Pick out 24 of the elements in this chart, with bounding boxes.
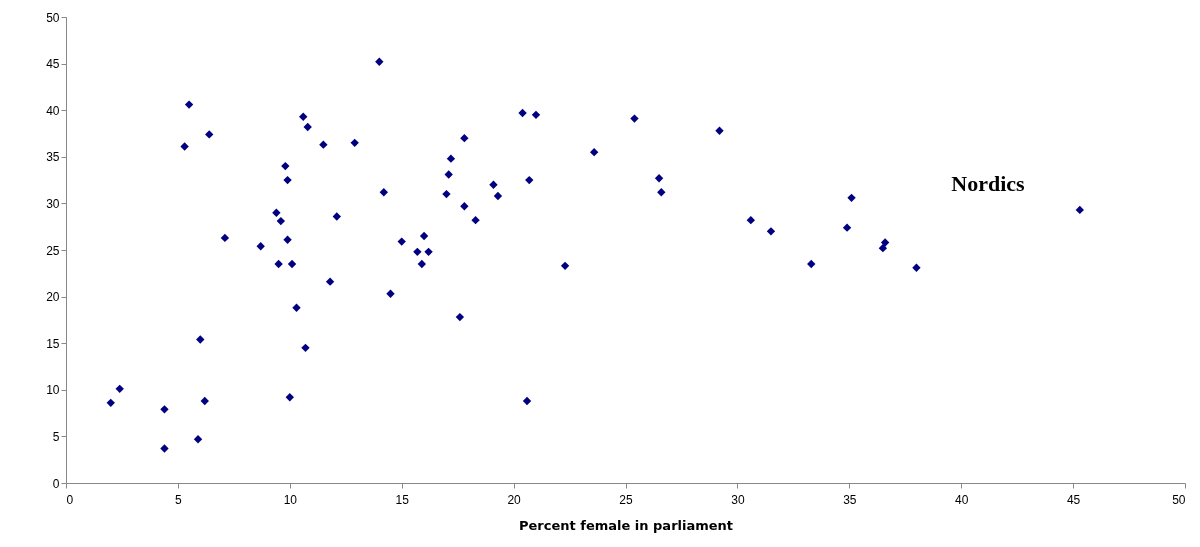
x-tick-label: 15 [395,492,410,507]
y-tick-label: 30 [46,196,60,211]
y-tick-label: 40 [46,103,60,118]
x-tick-label: 25 [619,492,633,507]
x-tick-label: 10 [283,492,298,507]
y-tick-label: 25 [46,243,60,258]
annotation: Nordics [951,171,1026,196]
x-tick-label: 0 [66,492,74,507]
x-tick-label: 5 [175,492,183,507]
x-tick-label: 45 [1066,492,1081,507]
y-tick-label: 15 [46,336,60,351]
y-tick-label: 5 [52,429,60,444]
x-tick-label: 40 [955,492,969,507]
x-tick-label: 50 [1172,492,1186,507]
y-tick-label: 35 [46,150,60,165]
y-tick-label: 10 [46,383,60,398]
x-tick-label: 35 [843,492,857,507]
x-tick-label: 30 [731,492,745,507]
x-tick-label: 20 [507,492,522,507]
y-tick-label: 50 [46,10,60,25]
y-tick-label: 45 [46,57,60,72]
y-tick-label: 20 [46,290,60,305]
x-axis-title: Percent female in parliament [518,517,734,533]
y-tick-label: 0 [52,476,60,491]
